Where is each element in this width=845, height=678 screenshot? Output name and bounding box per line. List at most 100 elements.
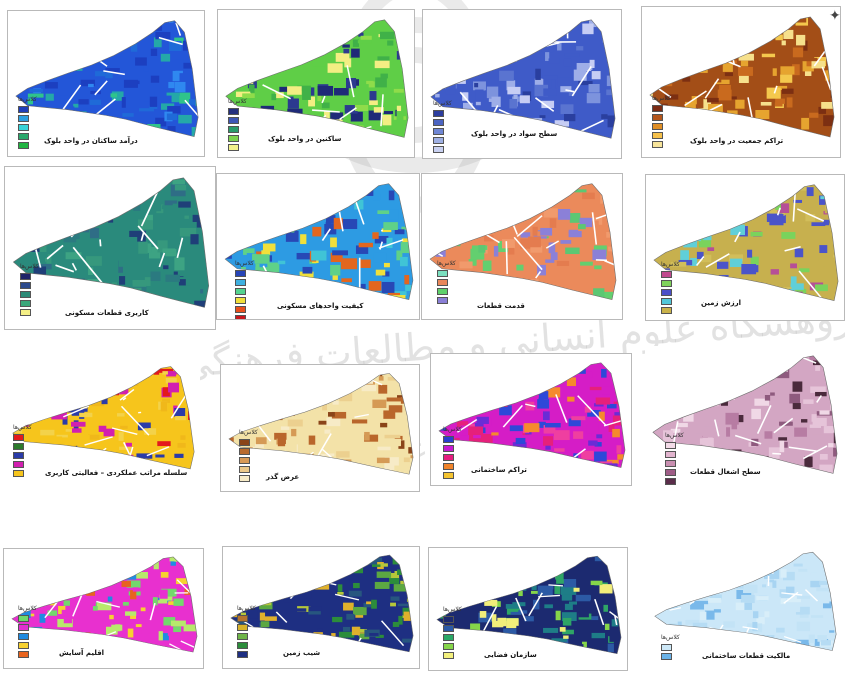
parcel — [339, 479, 353, 488]
parcel — [95, 71, 106, 76]
legend-swatch — [433, 137, 444, 144]
legend-title: کلاس‌ها — [235, 260, 254, 267]
legend-swatch — [18, 651, 29, 658]
parcel — [404, 457, 410, 462]
parcel — [102, 392, 108, 400]
parcel — [290, 642, 297, 645]
parcel — [463, 277, 468, 286]
parcel — [833, 207, 842, 216]
legend-swatch — [235, 288, 246, 295]
parcel — [487, 87, 498, 99]
parcel — [525, 299, 532, 309]
parcel — [594, 354, 610, 357]
parcel — [393, 369, 407, 373]
legend-item — [652, 131, 671, 140]
legend-swatch — [652, 141, 663, 148]
parcel — [647, 272, 656, 275]
parcel — [535, 69, 541, 80]
parcel — [413, 634, 419, 641]
legend-swatch — [239, 466, 250, 473]
legend-item — [18, 141, 37, 150]
parcel — [370, 366, 377, 374]
parcel — [41, 231, 55, 242]
parcel — [78, 360, 83, 367]
parcel — [119, 276, 125, 285]
parcel — [121, 554, 136, 562]
parcel — [393, 622, 399, 627]
parcel — [349, 566, 363, 574]
parcel — [759, 456, 768, 463]
street — [462, 23, 477, 56]
parcel — [192, 127, 200, 136]
street — [524, 561, 542, 564]
legend-swatch — [661, 289, 672, 296]
parcel — [310, 123, 315, 131]
parcel — [732, 359, 736, 368]
legend-item — [433, 109, 452, 118]
parcel — [317, 44, 328, 48]
parcel — [581, 451, 594, 460]
parcel — [193, 309, 202, 313]
parcel — [375, 582, 390, 589]
parcel — [459, 261, 472, 268]
legend-item — [228, 134, 247, 143]
parcel — [320, 558, 331, 563]
parcel — [376, 410, 384, 414]
parcel — [446, 356, 462, 366]
parcel — [669, 568, 677, 573]
parcel — [515, 474, 528, 483]
parcel — [653, 658, 661, 665]
parcel — [775, 597, 780, 606]
parcel — [564, 59, 571, 67]
parcel — [712, 23, 723, 33]
legend-item — [235, 314, 254, 320]
parcel — [138, 462, 143, 465]
street — [120, 571, 133, 572]
parcel — [382, 115, 391, 126]
parcel — [330, 33, 343, 37]
parcel — [74, 278, 85, 291]
parcel — [63, 446, 77, 454]
parcel — [475, 289, 485, 297]
parcel — [775, 367, 789, 378]
parcel — [762, 54, 775, 58]
legend-swatch — [661, 280, 672, 287]
parcel — [832, 474, 843, 479]
legend-swatch — [18, 642, 29, 649]
parcel — [825, 476, 838, 481]
parcel — [330, 238, 337, 248]
parcel — [688, 635, 700, 639]
parcel — [190, 234, 198, 244]
parcel — [758, 478, 766, 489]
parcel — [93, 606, 98, 611]
parcel — [260, 651, 271, 659]
parcel — [666, 18, 679, 22]
parcel — [16, 210, 29, 216]
parcel — [296, 187, 310, 193]
parcel — [715, 378, 729, 384]
parcel — [680, 282, 691, 293]
legend-item — [18, 123, 37, 132]
street — [684, 207, 693, 234]
map-panel-p16: کلاس‌ها مالکیت قطعات ساختمانی — [647, 544, 842, 667]
parcel — [799, 467, 805, 470]
parcel — [497, 618, 506, 627]
parcel — [268, 565, 276, 572]
parcel — [762, 584, 766, 587]
parcel — [596, 303, 607, 313]
parcel — [456, 303, 467, 314]
parcel — [108, 553, 124, 561]
parcel — [223, 24, 238, 28]
street — [285, 452, 314, 475]
legend-item — [652, 140, 671, 149]
legend-item — [443, 471, 462, 480]
parcel — [470, 379, 484, 384]
parcel — [833, 255, 840, 258]
parcel — [242, 549, 249, 556]
parcel — [489, 277, 500, 284]
parcel — [366, 601, 371, 604]
parcel — [192, 566, 203, 575]
parcel — [192, 656, 203, 660]
parcel — [701, 43, 707, 47]
legend-swatch — [237, 651, 248, 658]
